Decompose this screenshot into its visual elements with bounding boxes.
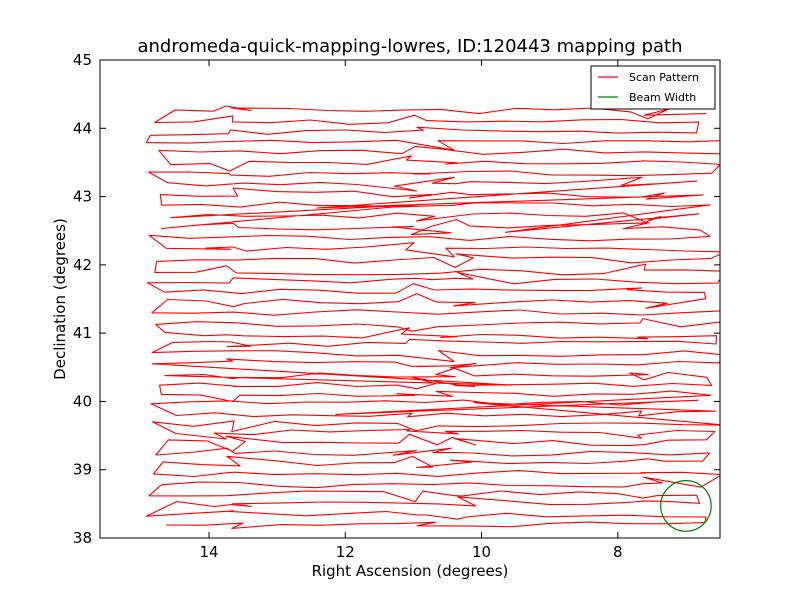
y-tick-label: 38 xyxy=(73,529,92,547)
y-tick-label: 41 xyxy=(73,324,92,342)
scan-pattern-line xyxy=(145,105,720,529)
x-tick-label: 14 xyxy=(199,543,218,561)
chart-title: andromeda-quick-mapping-lowres, ID:12044… xyxy=(137,36,682,57)
x-tick-label: 8 xyxy=(613,543,623,561)
y-tick-label: 45 xyxy=(73,51,92,69)
legend-box xyxy=(590,65,716,110)
x-tick-label: 12 xyxy=(336,543,355,561)
y-axis-label: Declination (degrees) xyxy=(51,218,69,380)
legend-scan-pattern-label: Scan Pattern xyxy=(629,71,699,84)
tick-layer: 14 12 10 8 38 39 40 41 42 43 44 45 xyxy=(73,51,720,561)
legend: Scan Pattern Beam Width xyxy=(590,65,716,110)
y-tick-label: 42 xyxy=(73,256,92,274)
x-tick-label: 10 xyxy=(472,543,491,561)
plot-area: 14 12 10 8 38 39 40 41 42 43 44 45 xyxy=(73,51,721,561)
plot-background xyxy=(100,60,720,538)
beam-width-circle xyxy=(660,480,712,532)
y-tick-label: 43 xyxy=(73,188,92,206)
legend-beam-width-label: Beam Width xyxy=(629,91,696,104)
x-axis-label: Right Ascension (degrees) xyxy=(312,562,509,580)
series-layer xyxy=(145,105,720,532)
y-tick-label: 39 xyxy=(73,461,92,479)
plot-frame xyxy=(99,59,721,539)
y-tick-label: 40 xyxy=(73,392,92,410)
y-tick-label: 44 xyxy=(73,119,92,137)
